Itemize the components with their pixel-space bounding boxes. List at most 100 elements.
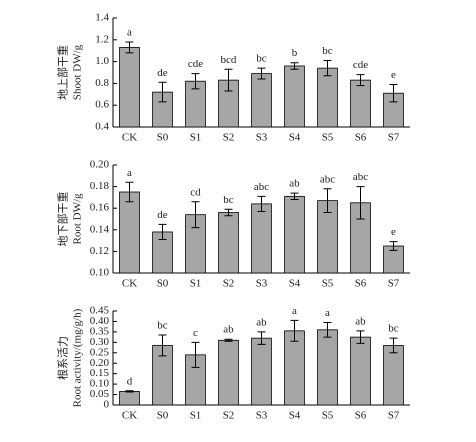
- x-tick-label: S3: [256, 278, 268, 290]
- bar: [119, 191, 140, 274]
- y-tick-label: 1.2: [95, 33, 109, 45]
- error-bar: [224, 338, 233, 342]
- y-axis-label: 地下部干重: [56, 192, 70, 247]
- y-axis-label: Shoot DW/g: [72, 44, 84, 100]
- x-tick-label: CK: [122, 278, 137, 290]
- y-tick-label: 0.8: [95, 77, 109, 89]
- y-tick-label: 0.25: [90, 346, 110, 358]
- significance-letter: e: [391, 226, 396, 238]
- bar: [218, 339, 239, 406]
- x-tick-label: S1: [190, 132, 202, 144]
- significance-letter: cd: [190, 186, 201, 198]
- bar: [251, 203, 272, 274]
- y-tick-label: 0.10: [90, 378, 110, 390]
- bar: [284, 330, 305, 406]
- error-bar: [356, 330, 365, 344]
- error-bar: [158, 334, 167, 357]
- bar: [350, 79, 371, 128]
- significance-letter: ab: [223, 324, 234, 336]
- x-tick-label: CK: [122, 132, 137, 144]
- error-bar: [290, 192, 299, 201]
- error-bar: [257, 331, 266, 345]
- y-tick-label: 0.10: [90, 267, 110, 279]
- x-tick-label: S7: [388, 278, 400, 290]
- error-bar: [323, 188, 332, 214]
- error-bar: [389, 337, 398, 354]
- y-tick-label: 0.05: [90, 388, 110, 400]
- error-bar: [389, 241, 398, 251]
- x-tick-label: S5: [322, 278, 334, 290]
- error-bar: [257, 195, 266, 212]
- bar: [284, 195, 305, 274]
- significance-letter: cde: [188, 58, 203, 70]
- error-bar: [323, 321, 332, 338]
- x-tick-label: S3: [256, 410, 268, 422]
- error-bar: [224, 68, 233, 92]
- error-bar: [224, 208, 233, 217]
- x-tick-label: S0: [157, 132, 169, 144]
- x-tick-label: S4: [289, 132, 301, 144]
- error-bar: [257, 67, 266, 80]
- x-tick-label: S2: [223, 132, 235, 144]
- y-tick-label: 1.4: [95, 12, 109, 24]
- significance-letter: ab: [256, 316, 267, 328]
- bar: [383, 345, 404, 406]
- bar: [317, 329, 338, 406]
- x-tick-label: S7: [388, 410, 400, 422]
- significance-letter: b: [292, 47, 298, 59]
- error-bar: [290, 62, 299, 70]
- bar: [218, 212, 239, 274]
- y-tick-label: 1.0: [95, 55, 109, 67]
- significance-letter: a: [127, 27, 132, 39]
- x-tick-label: S5: [322, 410, 334, 422]
- significance-letter: c: [193, 327, 198, 339]
- bar: [119, 47, 140, 128]
- error-bar: [389, 83, 398, 103]
- x-tick-label: S1: [190, 278, 202, 290]
- y-tick-label: 0.35: [90, 325, 110, 337]
- significance-letter: a: [325, 307, 330, 319]
- error-bar: [158, 81, 167, 103]
- error-bar: [290, 319, 299, 342]
- significance-letter: abc: [320, 173, 335, 185]
- x-tick-label: S6: [355, 410, 367, 422]
- x-tick-label: S2: [223, 278, 235, 290]
- y-axis-label: Root activity/(mg/g/h): [72, 308, 84, 407]
- error-bar: [125, 181, 134, 203]
- y-tick-label: 0.40: [90, 315, 110, 327]
- x-tick-label: S4: [289, 278, 301, 290]
- y-tick-label: 0.6: [95, 99, 109, 111]
- y-axis-label: Root DW/g: [72, 193, 84, 245]
- x-tick-label: S3: [256, 132, 268, 144]
- significance-letter: bc: [223, 194, 234, 206]
- x-tick-label: S4: [289, 410, 301, 422]
- bar: [119, 391, 140, 406]
- error-bar: [191, 201, 200, 229]
- significance-letter: a: [127, 167, 132, 179]
- y-tick-label: 0.45: [90, 305, 110, 317]
- y-tick-label: 0.4: [95, 121, 109, 133]
- significance-letter: de: [157, 209, 168, 221]
- significance-letter: bcd: [221, 54, 237, 66]
- significance-letter: bc: [388, 323, 399, 335]
- error-bar: [356, 186, 365, 220]
- error-bar: [158, 223, 167, 241]
- error-bar: [191, 341, 200, 368]
- y-tick-label: 0.20: [90, 159, 110, 171]
- error-bar: [125, 41, 134, 54]
- bar: [317, 67, 338, 128]
- significance-letter: d: [127, 375, 133, 387]
- significance-letter: a: [292, 305, 297, 317]
- y-tick-label: 0.30: [90, 336, 110, 348]
- y-axis-label: 根系活力: [56, 336, 70, 380]
- x-tick-label: S1: [190, 410, 202, 422]
- significance-letter: bc: [157, 320, 168, 332]
- y-tick-label: 0.18: [90, 180, 110, 192]
- significance-letter: bc: [322, 45, 333, 57]
- bar: [350, 336, 371, 406]
- significance-letter: bc: [256, 53, 267, 65]
- significance-letter: e: [391, 69, 396, 81]
- y-tick-label: 0.16: [90, 202, 110, 214]
- y-tick-label: 0.14: [90, 223, 110, 235]
